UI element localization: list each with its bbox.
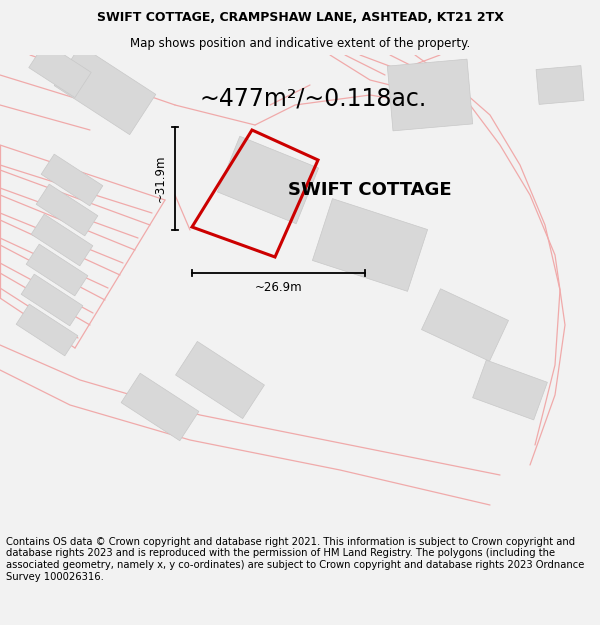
Polygon shape (29, 42, 91, 98)
Text: ~477m²/~0.118ac.: ~477m²/~0.118ac. (200, 87, 427, 111)
Polygon shape (176, 341, 265, 419)
Text: SWIFT COTTAGE: SWIFT COTTAGE (288, 181, 452, 199)
Text: ~26.9m: ~26.9m (254, 281, 302, 294)
Text: Map shows position and indicative extent of the property.: Map shows position and indicative extent… (130, 38, 470, 51)
Polygon shape (21, 274, 83, 326)
Polygon shape (26, 244, 88, 296)
Polygon shape (217, 136, 319, 224)
Polygon shape (31, 214, 93, 266)
Polygon shape (313, 199, 428, 291)
Polygon shape (54, 46, 156, 134)
Polygon shape (422, 289, 508, 361)
Polygon shape (536, 66, 584, 104)
Text: Contains OS data © Crown copyright and database right 2021. This information is : Contains OS data © Crown copyright and d… (6, 537, 584, 582)
Polygon shape (121, 373, 199, 441)
Text: ~31.9m: ~31.9m (154, 155, 167, 202)
Polygon shape (41, 154, 103, 206)
Polygon shape (388, 59, 473, 131)
Polygon shape (473, 360, 547, 420)
Polygon shape (36, 184, 98, 236)
Polygon shape (16, 304, 78, 356)
Text: SWIFT COTTAGE, CRAMPSHAW LANE, ASHTEAD, KT21 2TX: SWIFT COTTAGE, CRAMPSHAW LANE, ASHTEAD, … (97, 11, 503, 24)
